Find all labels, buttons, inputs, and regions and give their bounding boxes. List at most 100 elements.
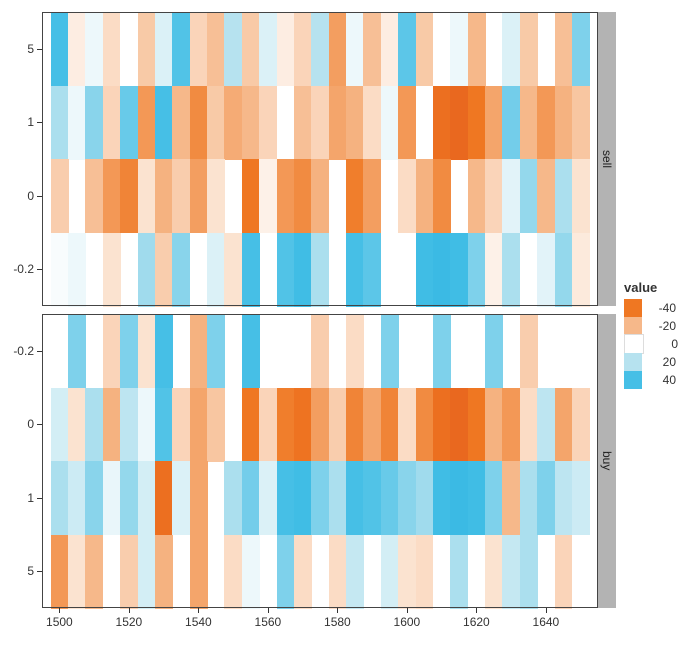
- heatmap-cell: [242, 461, 260, 535]
- legend-item: -40: [624, 299, 678, 317]
- heatmap-cell: [207, 86, 225, 160]
- heatmap-cell: [572, 12, 590, 86]
- heatmap-cell: [433, 461, 451, 535]
- heatmap-cell: [242, 159, 260, 233]
- x-tick-label: 1580: [324, 615, 351, 629]
- heatmap-cell: [85, 12, 103, 86]
- facet-strip: buy: [598, 314, 616, 608]
- heatmap-cell: [207, 12, 225, 86]
- heatmap-cell: [433, 159, 451, 233]
- heatmap-cell: [572, 159, 590, 233]
- heatmap-cell: [138, 461, 156, 535]
- heatmap-cell: [450, 461, 468, 535]
- heatmap-cell: [68, 461, 86, 535]
- legend-label: 0: [650, 337, 678, 351]
- y-tick-label: 1: [0, 115, 34, 129]
- heatmap-cell: [450, 388, 468, 462]
- y-tick-label: 0: [0, 189, 34, 203]
- heatmap-cell: [485, 233, 503, 307]
- heatmap-cell: [242, 535, 260, 609]
- heatmap-cell: [51, 159, 69, 233]
- x-tick: [59, 608, 60, 613]
- heatmap-cell: [311, 461, 329, 535]
- heatmap-cell: [190, 86, 208, 160]
- heatmap-cell: [381, 535, 399, 609]
- heatmap-cell: [555, 461, 573, 535]
- heatmap-cell: [242, 86, 260, 160]
- heatmap-cell: [294, 388, 312, 462]
- x-tick: [476, 608, 477, 613]
- heatmap-cell: [242, 388, 260, 462]
- legend-label: 40: [648, 373, 676, 387]
- heatmap-cell: [502, 461, 520, 535]
- heatmap-cell: [120, 159, 138, 233]
- heatmap-cell: [346, 12, 364, 86]
- heatmap-cell: [68, 314, 86, 388]
- heatmap-cell: [416, 159, 434, 233]
- heatmap-cell: [68, 388, 86, 462]
- heatmap-cell: [416, 233, 434, 307]
- heatmap-cell: [224, 535, 242, 609]
- heatmap-cell: [172, 86, 190, 160]
- heatmap-cell: [502, 535, 520, 609]
- heatmap-cell: [363, 86, 381, 160]
- heatmap-cell: [485, 461, 503, 535]
- legend-swatch: [624, 299, 642, 317]
- heatmap-cell: [468, 461, 486, 535]
- heatmap-cell: [572, 233, 590, 307]
- y-tick-label: -0.2: [0, 262, 34, 276]
- legend: value-40-2002040: [624, 280, 678, 389]
- x-tick: [198, 608, 199, 613]
- facet-strip-label: buy: [600, 451, 614, 470]
- heatmap-cell: [450, 86, 468, 160]
- heatmap-cell: [311, 388, 329, 462]
- heatmap-cell: [485, 535, 503, 609]
- heatmap-cell: [520, 388, 538, 462]
- heatmap-cell: [138, 12, 156, 86]
- heatmap-cell: [138, 388, 156, 462]
- heatmap-cell: [398, 86, 416, 160]
- heatmap-cell: [346, 159, 364, 233]
- heatmap-cell: [207, 233, 225, 307]
- heatmap-cell: [537, 86, 555, 160]
- heatmap-cell: [381, 461, 399, 535]
- heatmap-cell: [433, 388, 451, 462]
- x-tick: [268, 608, 269, 613]
- heatmap-cell: [346, 388, 364, 462]
- heatmap-cell: [224, 461, 242, 535]
- y-tick-label: 5: [0, 42, 34, 56]
- legend-item: 20: [624, 353, 678, 371]
- heatmap-cell: [398, 12, 416, 86]
- heatmap-cell: [450, 12, 468, 86]
- heatmap-cell: [468, 86, 486, 160]
- heatmap-cell: [172, 12, 190, 86]
- heatmap-cell: [259, 86, 277, 160]
- heatmap-cell: [172, 461, 190, 535]
- heatmap-cell: [51, 233, 69, 307]
- heatmap-cell: [450, 535, 468, 609]
- heatmap-cell: [224, 86, 242, 160]
- heatmap-cell: [485, 159, 503, 233]
- heatmap-cell: [155, 314, 173, 388]
- heatmap-cell: [572, 388, 590, 462]
- heatmap-cell: [85, 159, 103, 233]
- heatmap-cell: [398, 461, 416, 535]
- heatmap-cell: [155, 159, 173, 233]
- heatmap-cell: [520, 159, 538, 233]
- heatmap-cell: [120, 535, 138, 609]
- heatmap-cell: [259, 388, 277, 462]
- heatmap-cell: [207, 159, 225, 233]
- legend-swatch: [624, 371, 642, 389]
- heatmap-cell: [103, 233, 121, 307]
- y-tick-label: 5: [0, 564, 34, 578]
- heatmap-cell: [398, 388, 416, 462]
- heatmap-cell: [294, 12, 312, 86]
- heatmap-cell: [120, 461, 138, 535]
- heatmap-cell: [51, 86, 69, 160]
- heatmap-cell: [311, 233, 329, 307]
- heatmap-cell: [51, 535, 69, 609]
- heatmap-cell: [329, 461, 347, 535]
- heatmap-cell: [311, 314, 329, 388]
- heatmap-cell: [155, 535, 173, 609]
- heatmap-cell: [207, 388, 225, 462]
